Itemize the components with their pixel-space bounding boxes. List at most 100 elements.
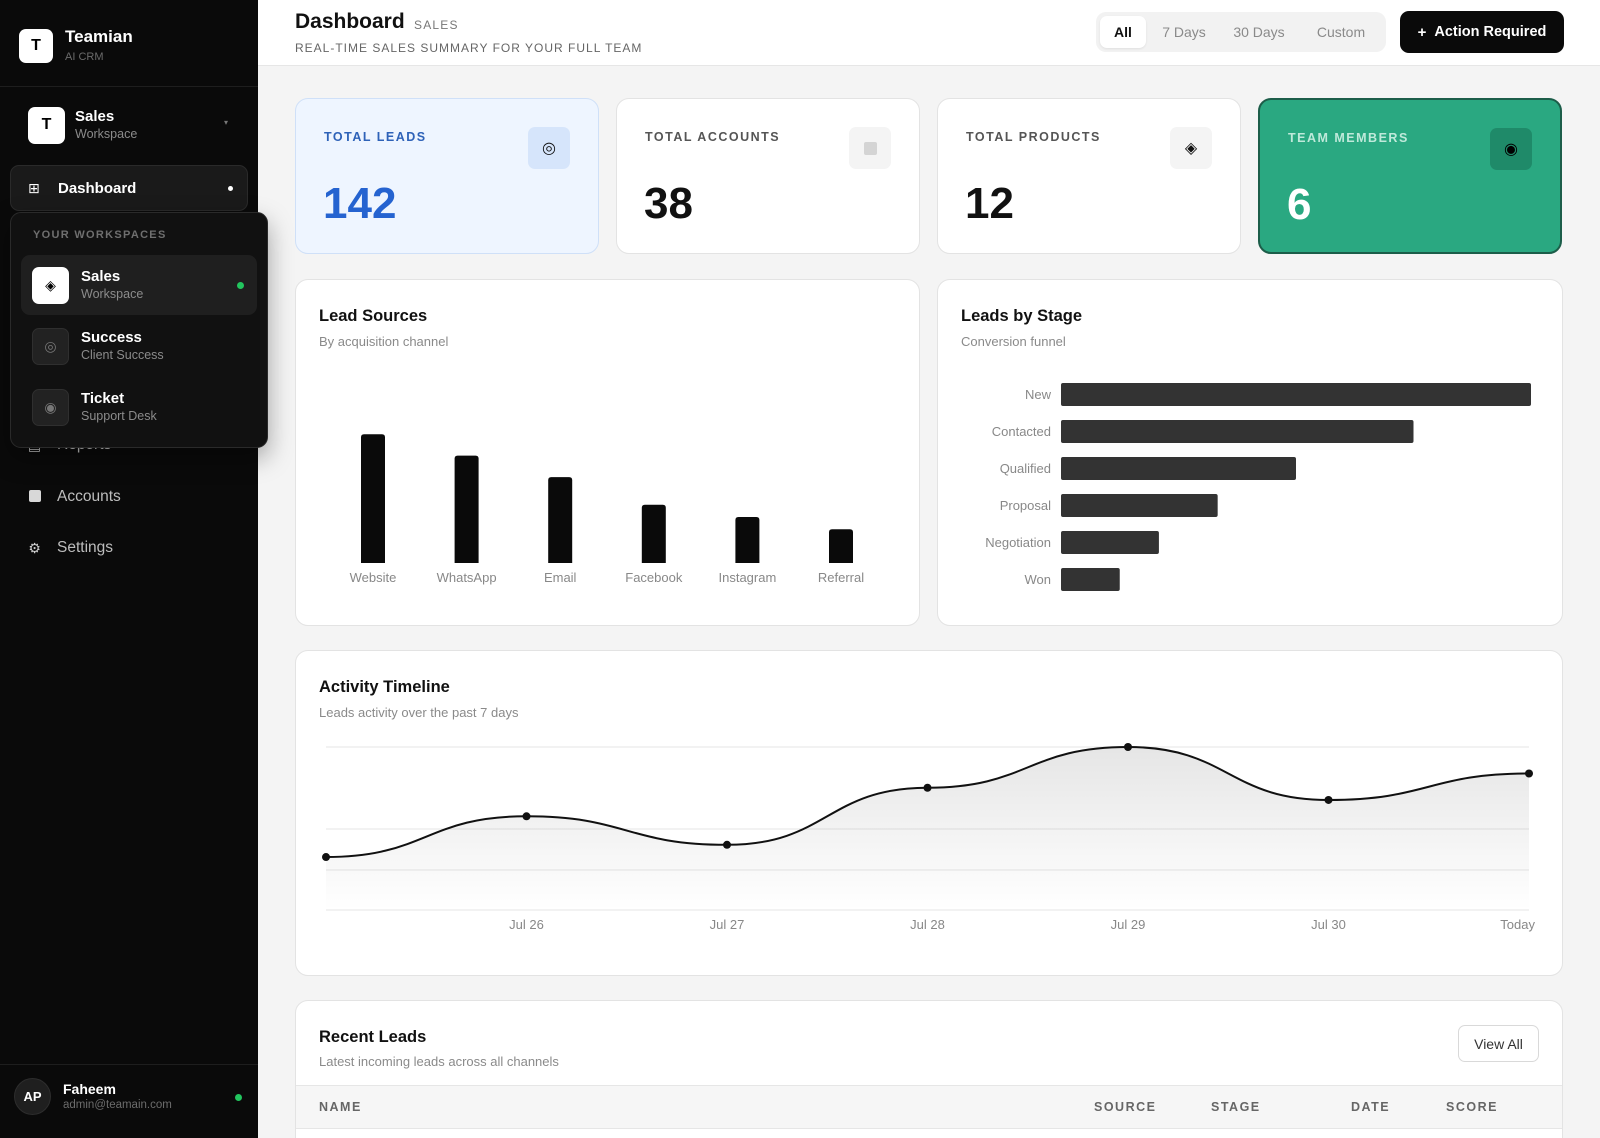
profile-name: Faheem <box>63 1080 116 1097</box>
recent-leads-panel: Recent Leads Latest incoming leads acros… <box>295 1000 1563 1138</box>
dropdown-title: YOUR WORKSPACES <box>33 229 167 241</box>
stat-label: TEAM MEMBERS <box>1288 131 1409 145</box>
sidebar-item-label: Settings <box>57 539 114 556</box>
stat-value: 142 <box>323 179 397 228</box>
stat-card-total-leads[interactable]: TOTAL LEADS 142 ◎ <box>295 98 599 254</box>
brand-logo: T <box>19 29 53 63</box>
column-header-name[interactable]: NAME <box>319 1100 362 1114</box>
diamond-icon: ◈ <box>1170 127 1212 169</box>
leads-by-stage-chart: New Contacted Qualified Proposal Negotiation… <box>985 383 1531 591</box>
workspace-option-subtitle: Client Success <box>81 348 164 362</box>
panel-title: Activity Timeline <box>319 678 450 696</box>
page-tag: SALES <box>414 18 459 32</box>
bar-won[interactable] <box>1061 568 1120 591</box>
bar-qualified[interactable] <box>1061 457 1296 480</box>
workspace-option-sales[interactable]: ◈ Sales Workspace <box>21 255 257 315</box>
bar-new[interactable] <box>1061 383 1531 406</box>
bar-instagram[interactable] <box>735 517 760 563</box>
stat-label: TOTAL ACCOUNTS <box>645 130 781 144</box>
tick-label-won: Won <box>1025 572 1052 587</box>
column-header-score[interactable]: SCORE <box>1446 1100 1498 1114</box>
bar-email[interactable] <box>548 477 573 563</box>
dot-icon: ◉ <box>32 388 69 426</box>
tick-label-qualified: Qualified <box>1000 461 1051 476</box>
bar-contacted[interactable] <box>1061 420 1414 443</box>
range-all-button[interactable]: All <box>1100 16 1146 48</box>
tick-label-jul-29: Jul 29 <box>1111 917 1146 932</box>
stat-card-team-members[interactable]: TEAM MEMBERS 6 ◉ <box>1258 98 1562 254</box>
bar-referral[interactable] <box>829 529 853 563</box>
data-point-today[interactable] <box>1525 769 1533 778</box>
action-required-label: Action Required <box>1434 24 1547 40</box>
tick-label-jul-27: Jul 27 <box>710 917 745 932</box>
bar-website[interactable] <box>361 434 385 563</box>
workspace-logo: T <box>28 106 65 144</box>
view-all-button[interactable]: View All <box>1458 1025 1539 1062</box>
data-point-start[interactable] <box>322 853 330 862</box>
column-header-stage[interactable]: STAGE <box>1211 1100 1261 1114</box>
workspace-option-ticket[interactable]: ◉ Ticket Support Desk <box>21 377 257 437</box>
range-custom-button[interactable]: Custom <box>1316 24 1366 40</box>
brand[interactable]: T Teamian AI CRM <box>19 27 133 65</box>
stat-value: 12 <box>965 179 1014 228</box>
online-status-dot <box>235 1094 242 1101</box>
workspace-option-name: Success <box>81 329 142 346</box>
sidebar: T Teamian AI CRM T Sales Workspace ▾ ⊞ D… <box>0 0 258 1138</box>
workspace-option-success[interactable]: ◎ Success Client Success <box>21 316 257 376</box>
user-profile[interactable]: AP Faheem admin@teamain.com <box>14 1078 242 1115</box>
lead-sources-panel: Lead Sources By acquisition channel Webs… <box>295 279 920 626</box>
tick-label-jul-26: Jul 26 <box>509 917 544 932</box>
stat-card-total-accounts[interactable]: TOTAL ACCOUNTS 38 <box>616 98 920 254</box>
workspace-option-name: Ticket <box>81 390 125 407</box>
bar-proposal[interactable] <box>1061 494 1218 517</box>
lead-sources-chart: Website WhatsApp Email Facebook Instagram Ref… <box>350 434 864 585</box>
data-point-jul-28[interactable] <box>923 783 932 792</box>
data-point-jul-30[interactable] <box>1324 795 1333 804</box>
sidebar-item-accounts[interactable]: Accounts <box>27 488 121 506</box>
sidebar-item-label: Dashboard <box>58 179 137 197</box>
tick-label-instagram: Instagram <box>718 570 776 585</box>
stat-value: 6 <box>1287 180 1312 229</box>
tick-label-new: New <box>1025 387 1052 402</box>
bar-negotiation[interactable] <box>1061 531 1159 554</box>
avatar: AP <box>14 1078 51 1115</box>
column-header-date[interactable]: DATE <box>1351 1100 1391 1114</box>
stat-card-total-products[interactable]: TOTAL PRODUCTS 12 ◈ <box>937 98 1241 254</box>
tick-label-whatsapp: WhatsApp <box>437 570 497 585</box>
workspace-name: Sales <box>75 108 115 125</box>
range-30-days-button[interactable]: 30 Days <box>1233 24 1285 40</box>
data-point-jul-27[interactable] <box>723 840 731 849</box>
data-point-jul-29[interactable] <box>1124 743 1132 751</box>
workspace-selector[interactable]: T Sales Workspace ▾ <box>28 106 238 144</box>
tick-label-jul-28: Jul 28 <box>910 917 945 932</box>
panel-title: Lead Sources <box>319 307 428 325</box>
table-header: NAME SOURCE STAGE DATE SCORE <box>296 1085 1562 1129</box>
plus-icon: + <box>1417 23 1427 41</box>
page-subtitle: REAL-TIME SALES SUMMARY FOR YOUR FULL TE… <box>295 41 643 55</box>
panel-title: Leads by Stage <box>961 307 1083 325</box>
stat-label: TOTAL PRODUCTS <box>966 130 1101 144</box>
range-7-days-button[interactable]: 7 Days <box>1162 24 1206 40</box>
panel-subtitle: Leads activity over the past 7 days <box>319 705 519 720</box>
bar-facebook[interactable] <box>641 504 666 563</box>
profile-email: admin@teamain.com <box>63 1098 172 1111</box>
workspace-option-name: Sales <box>81 268 121 285</box>
sidebar-item-settings[interactable]: ⚙ Settings <box>27 539 113 557</box>
sidebar-divider <box>0 86 258 87</box>
tick-label-negotiation: Negotiation <box>985 535 1051 550</box>
workspace-dropdown: YOUR WORKSPACES ◈ Sales Workspace ◎ Succ… <box>10 212 268 448</box>
panel-subtitle: Conversion funnel <box>961 334 1066 349</box>
bar-whatsapp[interactable] <box>454 455 479 563</box>
date-range-filter: All 7 Days 30 Days Custom <box>1096 12 1386 52</box>
sidebar-item-dashboard[interactable]: ⊞ Dashboard <box>10 165 248 211</box>
tick-label-referral: Referral <box>818 570 864 585</box>
panel-subtitle: By acquisition channel <box>319 334 449 349</box>
ring-icon: ◎ <box>32 327 69 365</box>
action-required-button[interactable]: + Action Required <box>1400 11 1564 53</box>
leads-by-stage-panel: Leads by Stage Conversion funnel New Cont… <box>937 279 1563 626</box>
tick-label-jul-30: Jul 30 <box>1311 917 1346 932</box>
data-point-jul-26[interactable] <box>522 812 531 821</box>
workspace-option-subtitle: Support Desk <box>81 409 157 423</box>
tick-label-today: Today <box>1500 917 1535 932</box>
column-header-source[interactable]: SOURCE <box>1094 1100 1157 1114</box>
